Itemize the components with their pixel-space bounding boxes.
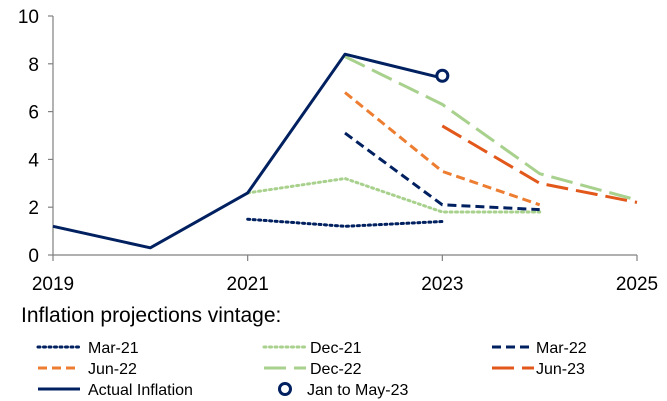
y-tick-label: 2 [28,198,39,219]
series-line-mar-21 [246,217,444,228]
series-line-actual-inflation [52,52,443,250]
legend: Inflation projections vintage: Mar-21 Dec-… [21,304,587,399]
legend-label: Jan to May-23 [307,382,408,399]
y-tick-label: 10 [18,7,39,28]
marker-point-jan-to-may-23 [435,68,450,83]
legend-item-actual-inflation: Actual Inflation [38,382,193,399]
legend-label: Dec-22 [310,361,362,378]
series-line-dec-22 [344,55,638,202]
legend-item-jan-to-may-23: Jan to May-23 [278,382,408,399]
y-tick-label: 8 [28,55,39,76]
series-line-jun-23 [441,124,638,204]
x-tick-label: 2021 [227,274,269,295]
legend-item-mar-21: Mar-21 [36,340,139,357]
series-line-dec-21 [246,177,542,214]
legend-swatch [278,382,292,396]
x-tick-label: 2025 [616,274,658,295]
axes: 0 2 4 6 8 10 2019 2021 2023 2025 [18,7,658,295]
y-tick-label: 0 [28,246,39,267]
y-tick-label: 6 [28,103,39,124]
legend-item-jun-22: Jun-22 [38,361,137,378]
legend-label: Mar-21 [88,340,139,357]
legend-item-dec-21: Dec-21 [262,340,362,357]
legend-label: Jun-22 [88,361,137,378]
series-markers [435,68,450,83]
legend-item-dec-22: Dec-22 [264,361,362,378]
y-tick-label: 4 [28,150,39,171]
legend-label: Mar-22 [536,340,587,357]
legend-label: Actual Inflation [88,382,193,399]
x-tick-label: 2019 [32,274,74,295]
legend-item-mar-22: Mar-22 [492,340,587,357]
legend-label: Jun-23 [536,361,585,378]
legend-item-jun-23: Jun-23 [492,361,585,378]
legend-label: Dec-21 [310,340,362,357]
legend-title: Inflation projections vintage: [21,304,281,327]
series-lines [52,52,638,250]
x-tick-label: 2023 [421,274,463,295]
series-line-mar-22 [344,131,540,212]
